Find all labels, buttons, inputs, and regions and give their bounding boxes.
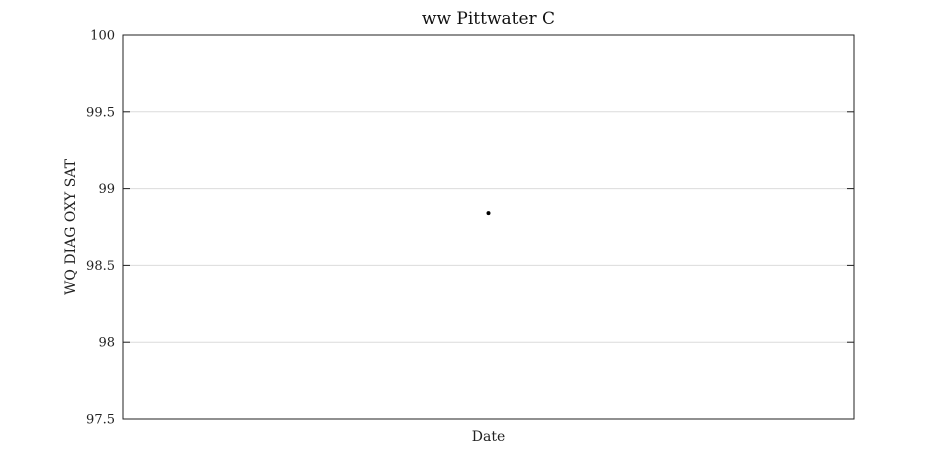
gridlines [123,111,854,343]
y-axis-label: WQ DIAG OXY SAT [63,158,79,295]
chart-title: ww Pittwater C [422,9,555,29]
x-axis-label: Date [472,429,505,445]
plot-frame [122,34,855,420]
y-tick-label: 99.5 [86,105,115,120]
y-tick-label: 97.5 [86,413,115,428]
y-ticks: 97.5 98 98.5 99 99.5 100 [86,29,854,428]
data-points [486,211,491,216]
y-tick-label: 100 [90,29,115,44]
data-point [486,211,491,216]
y-tick-label: 99 [98,182,115,197]
y-tick-label: 98.5 [86,259,115,274]
y-tick-label: 98 [98,336,115,351]
